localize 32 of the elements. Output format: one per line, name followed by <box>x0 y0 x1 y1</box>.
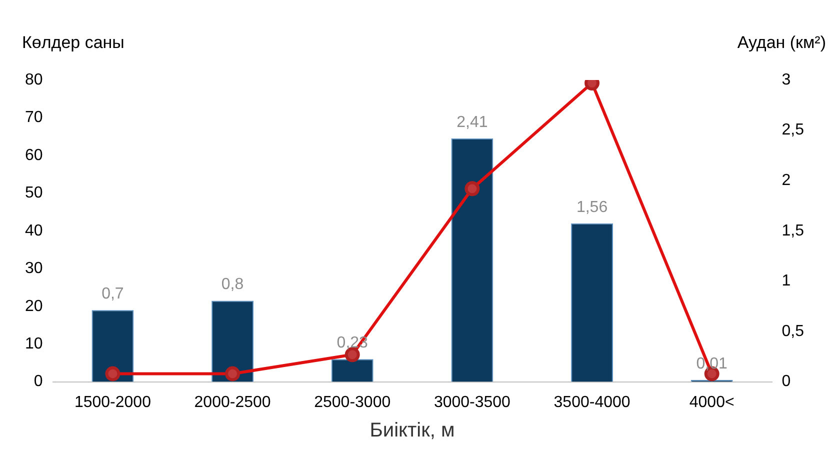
point <box>105 366 120 382</box>
y-tick-label: 40 <box>25 222 43 240</box>
x-tick-label: 3500-4000 <box>554 394 630 411</box>
y-tick-label: 70 <box>25 109 43 126</box>
y2-tick-label: 0 <box>782 373 791 390</box>
y-tick-label: 80 <box>25 71 43 88</box>
x-tick-label: 2000-2500 <box>194 394 271 411</box>
x-axis-title: Биіктік, м <box>370 420 455 442</box>
y2-tick-label: 3 <box>782 71 791 88</box>
x-tick-label: 2500-3000 <box>314 394 391 411</box>
point <box>225 366 240 382</box>
y2-tick-label: 0,5 <box>782 322 804 340</box>
y-tick-label: 50 <box>25 184 43 202</box>
y2-tick-label: 1,5 <box>782 222 804 240</box>
annotation: 2,41 <box>456 114 488 131</box>
y-axis-title: Көлдер саны <box>22 33 124 52</box>
y-tick-label: 20 <box>25 298 43 315</box>
y2-tick-label: 2,5 <box>782 122 804 139</box>
annotation: 0,7 <box>102 286 124 303</box>
annotation: 0,8 <box>221 276 244 294</box>
x-tick-label: 1500-2000 <box>74 394 152 411</box>
y2-tick-label: 2 <box>782 172 791 190</box>
y2-axis-title: Аудан (км²) <box>737 33 826 52</box>
y-tick-label: 10 <box>25 335 43 352</box>
y-tick-label: 0 <box>34 373 43 390</box>
y-tick-label: 60 <box>25 146 43 164</box>
x-tick-label: 3000-3500 <box>434 394 511 411</box>
annotation: 1,56 <box>576 198 608 216</box>
point <box>464 181 480 196</box>
x-tick-label: 4000< <box>689 394 734 411</box>
y2-tick-label: 1 <box>782 272 791 290</box>
y-tick-label: 30 <box>25 260 43 278</box>
